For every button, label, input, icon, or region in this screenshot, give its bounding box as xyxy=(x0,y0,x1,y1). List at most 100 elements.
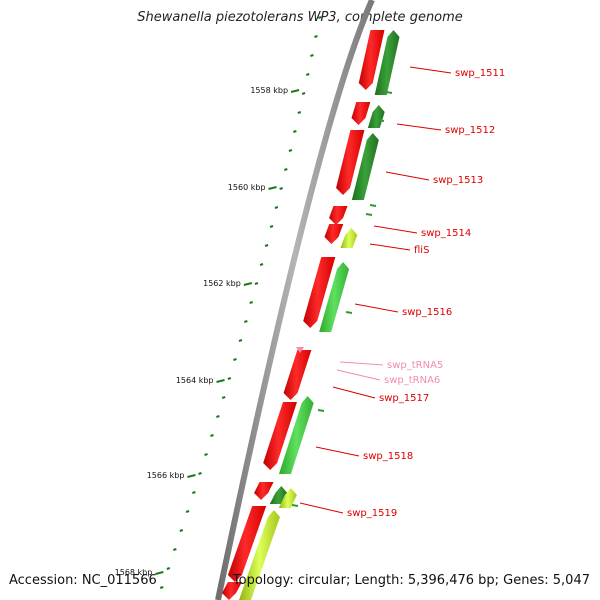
minor-tick xyxy=(279,187,283,190)
minor-tick xyxy=(254,282,259,285)
minor-tick xyxy=(318,16,322,19)
minor-tick xyxy=(238,339,243,342)
major-tick xyxy=(290,89,300,93)
forward-gene-arrow[interactable] xyxy=(358,30,385,90)
gene-label[interactable]: swp_1514 xyxy=(421,228,471,239)
minor-tick xyxy=(249,301,253,304)
minor-tick xyxy=(288,149,293,152)
tick-label: 1564 kbp xyxy=(176,376,214,385)
minor-tick xyxy=(173,548,177,551)
minor-tick xyxy=(310,54,314,57)
minor-tick xyxy=(179,529,184,532)
label-leader-line xyxy=(354,303,399,313)
major-tick xyxy=(155,571,164,575)
topology-text: Topology: circular; Length: 5,396,476 bp… xyxy=(232,573,590,588)
tick-label: 1568 kbp xyxy=(115,568,153,577)
tick-label: 1562 kbp xyxy=(203,279,241,288)
reverse-gene-arrow[interactable] xyxy=(239,510,280,600)
reverse-gene-arrow[interactable] xyxy=(278,396,314,474)
forward-gene-arrow[interactable] xyxy=(254,482,274,500)
gene-label[interactable]: swp_1518 xyxy=(363,451,413,462)
minor-tick xyxy=(221,396,226,399)
gene-label[interactable]: swp_tRNA5 xyxy=(387,360,443,371)
feature-tick xyxy=(291,504,299,507)
label-leader-line xyxy=(369,243,411,251)
reverse-gene-arrow[interactable] xyxy=(319,262,350,332)
gene-label[interactable]: swp_1517 xyxy=(379,393,429,404)
minor-tick xyxy=(244,320,248,323)
major-tick xyxy=(268,186,277,190)
reverse-gene-arrow[interactable] xyxy=(340,228,358,248)
feature-tick xyxy=(317,409,325,412)
genome-backbone xyxy=(215,0,375,600)
label-leader-line xyxy=(409,66,452,74)
gene-label[interactable]: swp_1519 xyxy=(347,508,397,519)
gene-features xyxy=(222,30,400,600)
forward-gene-arrow[interactable] xyxy=(351,102,371,125)
feature-tick xyxy=(369,204,377,207)
trna-marker[interactable] xyxy=(296,347,304,353)
minor-tick xyxy=(274,206,279,209)
tick-label: 1560 kbp xyxy=(228,183,266,192)
reverse-gene-arrow[interactable] xyxy=(374,30,400,95)
minor-tick xyxy=(264,244,269,247)
feature-tick xyxy=(385,91,393,94)
minor-tick xyxy=(159,586,164,589)
major-tick xyxy=(187,474,196,478)
tick-label: 1566 kbp xyxy=(147,471,185,480)
forward-gene-arrow[interactable] xyxy=(263,402,297,470)
minor-tick xyxy=(210,434,214,437)
label-leader-line xyxy=(299,502,344,514)
gene-label[interactable]: swp_1513 xyxy=(433,175,483,186)
gene-label[interactable]: swp_tRNA6 xyxy=(384,375,440,386)
minor-tick xyxy=(227,377,232,380)
minor-tick xyxy=(305,73,310,76)
minor-tick xyxy=(233,358,237,361)
accession-text: Accession: NC_011566 xyxy=(9,573,157,588)
gene-label[interactable]: swp_1516 xyxy=(402,307,452,318)
label-leader-line xyxy=(332,386,376,399)
reverse-gene-arrow[interactable] xyxy=(367,105,385,128)
gene-label[interactable]: fliS xyxy=(414,245,429,256)
reverse-gene-arrow[interactable] xyxy=(278,488,297,508)
forward-gene-arrow[interactable] xyxy=(336,130,365,195)
forward-gene-arrow[interactable] xyxy=(324,224,344,244)
minor-tick xyxy=(259,263,264,266)
forward-gene-arrow[interactable] xyxy=(222,582,242,600)
forward-gene-arrow[interactable] xyxy=(283,350,312,400)
feature-tick xyxy=(365,213,373,216)
label-leader-line xyxy=(315,446,360,457)
minor-tick xyxy=(301,92,306,95)
gene-label[interactable]: swp_1512 xyxy=(445,125,495,136)
minor-tick xyxy=(198,472,202,475)
minor-tick xyxy=(283,168,288,171)
minor-tick xyxy=(192,491,196,494)
minor-tick xyxy=(314,35,318,38)
forward-gene-arrow[interactable] xyxy=(329,206,348,225)
label-leader-line xyxy=(373,225,418,234)
minor-tick xyxy=(216,415,220,418)
minor-tick xyxy=(166,567,171,570)
major-tick xyxy=(243,282,253,286)
reverse-gene-arrow[interactable] xyxy=(351,133,379,200)
gene-labels: swp_1511 swp_1512 swp_1513 swp_1514 fliS swp_… xyxy=(299,66,505,519)
minor-tick xyxy=(185,510,190,513)
scale-ticks: 1558 kbp 1560 kbp 1562 kbp 1564 kbp 1566 kbp… xyxy=(115,16,322,589)
label-leader-line xyxy=(339,361,384,366)
forward-gene-arrow[interactable] xyxy=(227,506,267,582)
feature-tick xyxy=(377,119,385,122)
minor-tick xyxy=(293,130,297,133)
label-leader-line xyxy=(385,171,430,181)
tick-label: 1558 kbp xyxy=(250,86,288,95)
label-leader-line xyxy=(396,123,442,131)
minor-tick xyxy=(297,111,302,114)
label-leader-line xyxy=(336,369,381,381)
major-tick xyxy=(216,379,225,383)
minor-tick xyxy=(204,453,208,456)
forward-gene-arrow[interactable] xyxy=(303,257,336,328)
minor-tick xyxy=(269,225,274,228)
gene-label[interactable]: swp_1511 xyxy=(455,68,505,79)
map-title: Shewanella piezotolerans WP3, complete g… xyxy=(137,10,463,25)
